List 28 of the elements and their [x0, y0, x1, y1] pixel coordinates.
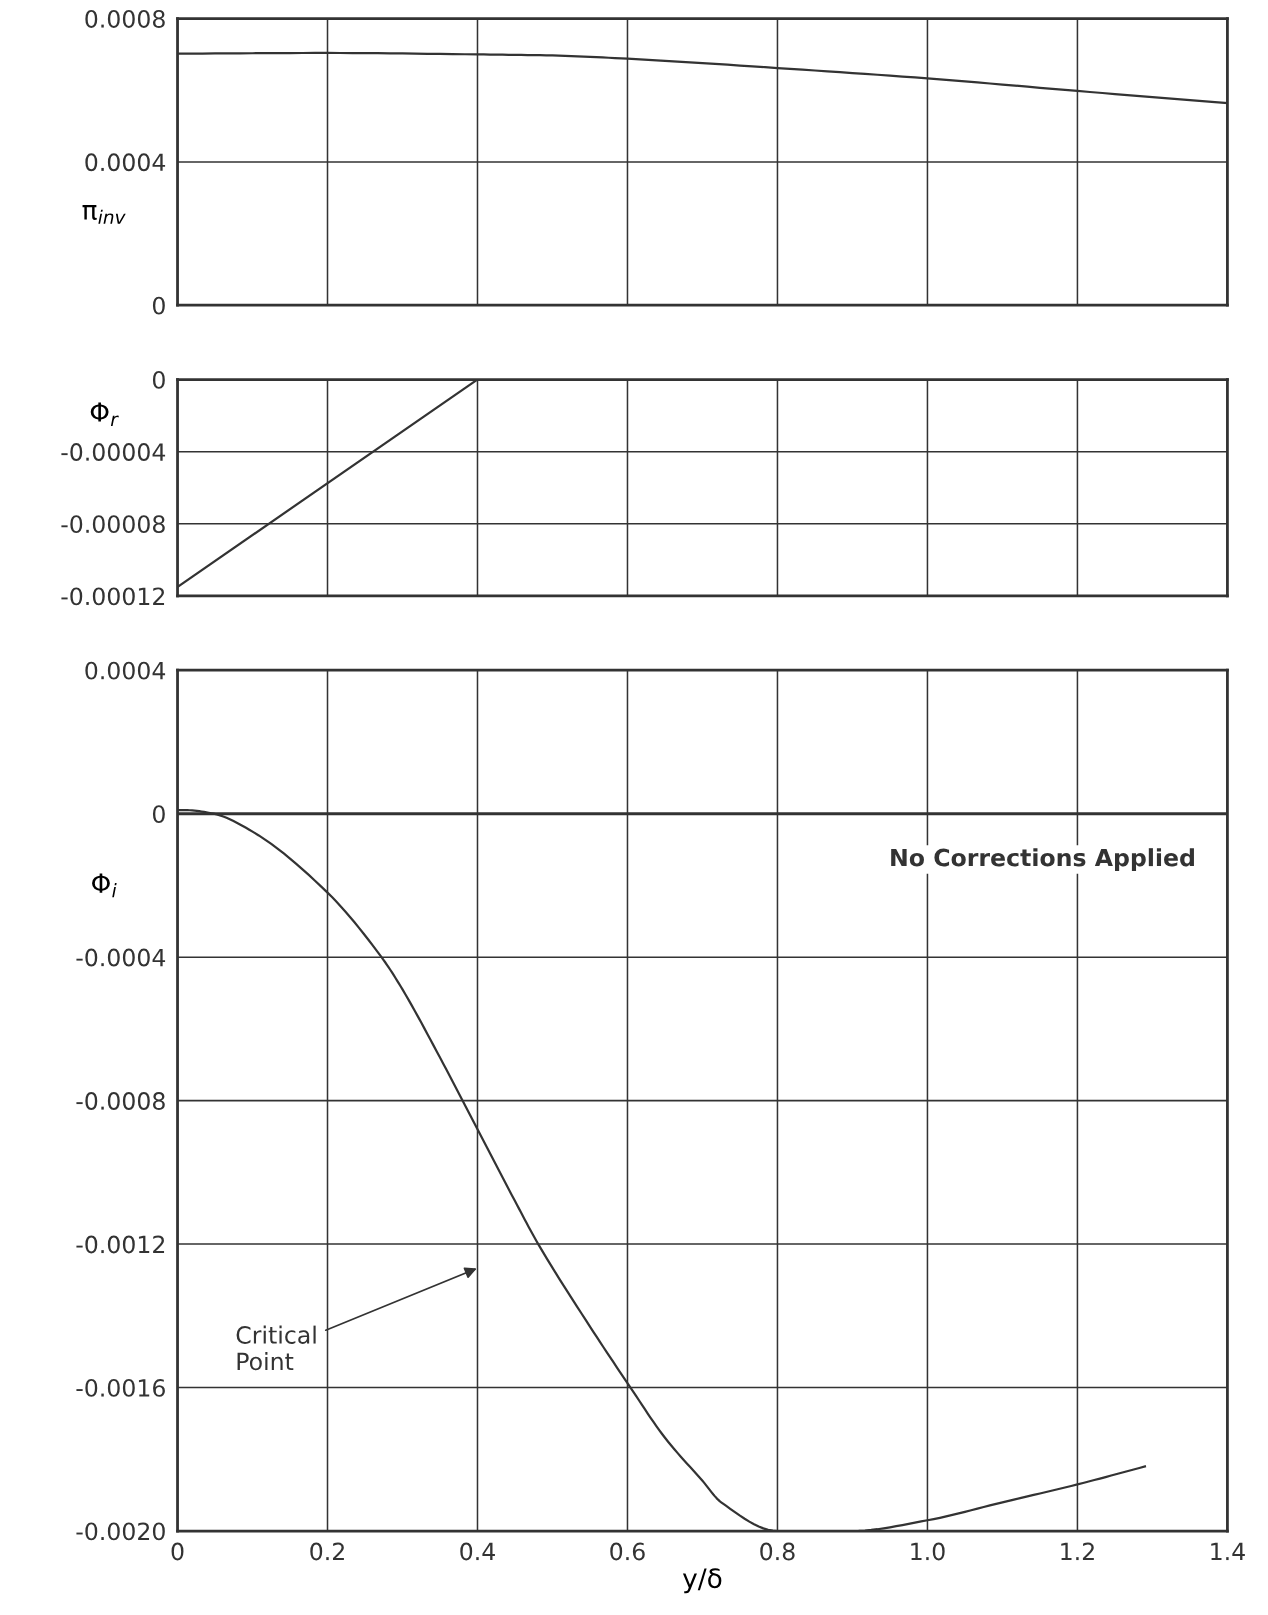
- annotation: No Corrections Applied: [891, 848, 1194, 872]
- y-tick-label: -0.0020: [76, 1522, 165, 1541]
- y-tick-label: -0.00004: [61, 443, 166, 461]
- x-axis-title: y/δ: [682, 1568, 722, 1594]
- y-tick-label: 0.0004: [85, 661, 166, 680]
- y-tick-label: -0.00008: [61, 515, 165, 534]
- x-tick-label: 0.8: [760, 1542, 795, 1561]
- x-tick-label: 0.4: [460, 1542, 495, 1561]
- x-tick-label: 1.0: [911, 1542, 945, 1561]
- y-tick-label: 0.0008: [85, 10, 165, 28]
- x-tick-label: 0.2: [310, 1542, 344, 1561]
- y-tick-label: 0: [152, 805, 165, 823]
- y-tick-label: 0: [152, 370, 165, 389]
- y-axis-title: π$_{inv}$: [82, 204, 126, 224]
- y-tick-label: -0.0004: [76, 948, 166, 967]
- y-axis-title: Φ$_{r}$: [90, 402, 119, 426]
- y-axis-title: Φ$_{i}$: [92, 873, 117, 898]
- y-tick-label: -0.0016: [76, 1379, 165, 1397]
- y-tick-label: -0.0008: [76, 1092, 165, 1110]
- annotation: Critical Point: [236, 1325, 316, 1371]
- x-tick-label: 1.4: [1211, 1542, 1245, 1561]
- x-tick-label: 0: [171, 1542, 184, 1561]
- x-tick-label: 1.2: [1061, 1542, 1094, 1561]
- y-tick-label: 0.0004: [85, 153, 166, 172]
- y-tick-label: -0.00012: [61, 587, 165, 606]
- y-tick-label: 0: [152, 296, 165, 315]
- y-tick-label: -0.0012: [76, 1235, 165, 1254]
- x-tick-label: 0.6: [610, 1542, 645, 1561]
